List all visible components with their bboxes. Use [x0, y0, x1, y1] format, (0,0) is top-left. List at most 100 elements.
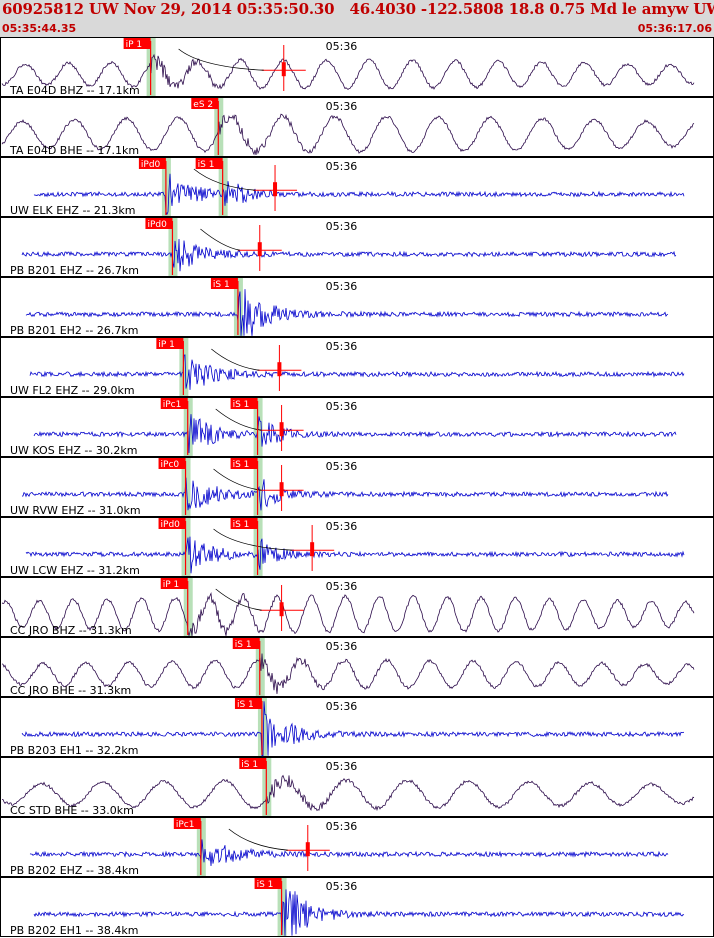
p-pick-box — [160, 578, 188, 589]
trace-panel: 05:36 iP 1 CC JRO BHZ -- 31.3km — [0, 577, 714, 637]
p-pick-box — [145, 218, 173, 229]
coda-amplitude-mark — [279, 422, 284, 437]
trace-panel: 05:36 eS 2 TA E04D BHE -- 17.1km — [0, 97, 714, 157]
p-pick-label: iP 1 — [158, 340, 175, 350]
waveform-trace — [21, 238, 677, 272]
trace-panel: 05:36 iPd0 iS 1 UW LCW EHZ -- 31.2km — [0, 517, 714, 577]
s-pick-box — [230, 518, 258, 529]
trace-panel: 05:36 iP 1 TA E04D BHZ -- 17.1km — [0, 37, 714, 97]
p-pick-label: iPc1 — [176, 820, 195, 830]
s-pick-box — [239, 758, 267, 769]
p-pick-label: iPc1 — [163, 400, 182, 410]
time-tick-label: 05:36 — [326, 340, 358, 353]
station-label: TA E04D BHZ -- 17.1km — [9, 84, 140, 97]
time-tick-label: 05:36 — [326, 220, 358, 233]
waveform-trace — [1, 113, 695, 156]
s-pick-label: eS 2 — [193, 100, 213, 110]
waveform-trace — [1, 53, 695, 91]
station-label: PB B202 EHZ -- 38.4km — [10, 864, 139, 877]
time-tick-label: 05:36 — [326, 160, 358, 173]
s-pick-box — [234, 698, 262, 709]
p-pick-label: iP 1 — [163, 580, 180, 590]
s-pick-box — [191, 98, 219, 109]
waveform-trace — [33, 889, 685, 936]
station-label: UW RVW EHZ -- 31.0km — [10, 504, 141, 517]
trace-panel: 05:36 iP 1 UW FL2 EHZ -- 29.0km — [0, 337, 714, 397]
p-pick-label: iPc0 — [161, 460, 180, 470]
trace-panel: 05:36 iS 1 PB B202 EH1 -- 38.4km — [0, 877, 714, 937]
waveform-trace — [29, 354, 685, 390]
trace-panel: 05:36 iPc1 iS 1 UW KOS EHZ -- 30.2km — [0, 397, 714, 457]
p-pick-box — [158, 518, 186, 529]
s-pick-label: iS 1 — [257, 880, 274, 890]
s-pick-label: iS 1 — [237, 700, 254, 710]
trace-plot: 05:36 iP 1 TA E04D BHZ -- 17.1km 05:36 eS 2 T… — [0, 37, 714, 937]
waveform-trace — [33, 173, 685, 216]
s-pick-label: iS 1 — [213, 280, 230, 290]
s-pick-label: iS 1 — [241, 760, 258, 770]
coda-amplitude-mark — [305, 842, 310, 857]
time-tick-label: 05:36 — [326, 280, 358, 293]
waveform-trace — [29, 839, 669, 867]
waveform-trace — [21, 701, 685, 757]
coda-amplitude-mark — [310, 542, 315, 557]
coda-amplitude-mark — [281, 62, 286, 77]
s-pick-label: iS 1 — [233, 520, 250, 530]
station-label: CC STD BHE -- 33.0km — [10, 804, 134, 817]
s-pick-box — [254, 878, 282, 889]
trace-panel: 05:36 iPc1 PB B202 EHZ -- 38.4km — [0, 817, 714, 877]
coda-amplitude-mark — [257, 242, 262, 257]
p-pick-label: iPd0 — [161, 520, 181, 530]
station-label: CC JRO BHE -- 31.3km — [10, 684, 131, 697]
time-tick-label: 05:36 — [326, 820, 358, 833]
p-pick-label: iP 1 — [126, 40, 143, 50]
station-label: PB B202 EH1 -- 38.4km — [10, 924, 138, 937]
s-pick-label: iS 1 — [198, 160, 215, 170]
travel-time-curve — [215, 588, 262, 611]
travel-time-curve — [178, 48, 264, 71]
waveform-trace — [1, 653, 695, 694]
station-label: UW KOS EHZ -- 30.2km — [10, 444, 137, 457]
time-tick-label: 05:36 — [326, 700, 358, 713]
window-end-time: 05:36:17.06 — [637, 22, 712, 35]
s-pick-label: iS 1 — [235, 640, 252, 650]
s-pick-box — [230, 398, 258, 409]
time-tick-label: 05:36 — [326, 880, 358, 893]
coda-amplitude-mark — [279, 482, 284, 497]
travel-time-curve — [200, 228, 240, 251]
waveform-trace — [33, 414, 677, 454]
travel-time-curve — [213, 528, 293, 551]
s-pick-box — [210, 278, 238, 289]
time-tick-label: 05:36 — [326, 580, 358, 593]
coda-amplitude-mark — [277, 362, 282, 377]
time-tick-label: 05:36 — [326, 520, 358, 533]
p-pick-box — [160, 398, 188, 409]
station-label: PB B203 EH1 -- 32.2km — [10, 744, 138, 757]
station-label: UW LCW EHZ -- 31.2km — [10, 564, 140, 577]
p-pick-box — [138, 158, 166, 169]
trace-panel: 05:36 iPd0 PB B201 EHZ -- 26.7km — [0, 217, 714, 277]
p-pick-box — [156, 338, 184, 349]
event-title: 60925812 UW Nov 29, 2014 05:35:50.30 46.… — [2, 0, 714, 18]
s-pick-box — [230, 458, 258, 469]
p-pick-label: iPd0 — [147, 220, 167, 230]
s-pick-label: iS 1 — [233, 460, 250, 470]
time-tick-label: 05:36 — [326, 400, 358, 413]
coda-amplitude-mark — [279, 602, 284, 617]
waveform-trace — [25, 536, 685, 574]
trace-panel: 05:36 iS 1 CC STD BHE -- 33.0km — [0, 757, 714, 817]
p-pick-label: iPd0 — [141, 160, 161, 170]
trace-panel: 05:36 iS 1 CC JRO BHE -- 31.3km — [0, 637, 714, 697]
time-tick-label: 05:36 — [326, 460, 358, 473]
time-tick-label: 05:36 — [326, 100, 358, 113]
s-pick-label: iS 1 — [233, 400, 250, 410]
p-pick-box — [158, 458, 186, 469]
window-start-time: 05:35:44.35 — [2, 22, 77, 35]
trace-panel: 05:36 iPc0 iS 1 UW RVW EHZ -- 31.0km — [0, 457, 714, 517]
coda-amplitude-mark — [273, 182, 278, 197]
s-pick-box — [195, 158, 223, 169]
waveform-trace — [1, 774, 695, 812]
station-label: TA E04D BHE -- 17.1km — [9, 144, 139, 157]
waveform-trace — [25, 289, 669, 336]
station-label: CC JRO BHZ -- 31.3km — [10, 624, 132, 637]
